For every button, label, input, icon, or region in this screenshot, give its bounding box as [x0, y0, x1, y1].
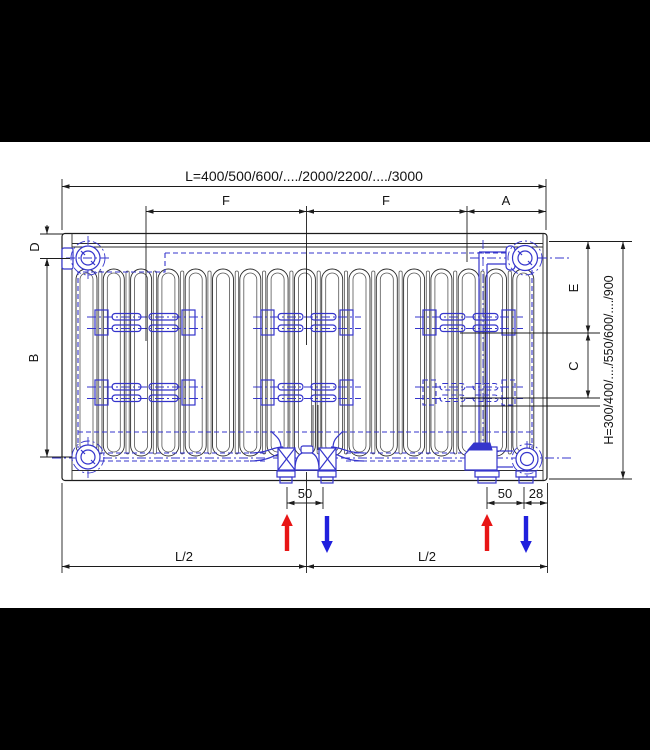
fin [239, 268, 262, 457]
hidden-back-panel-outline [77, 252, 533, 462]
pipe-stub [320, 476, 334, 484]
dimension-lines [44, 184, 626, 569]
pipe-stub [279, 476, 293, 484]
thermostatic-valve-icon [478, 240, 543, 448]
dim-50-right-label: 50 [498, 486, 512, 501]
fin [184, 268, 207, 457]
convector-end-bracket [94, 309, 109, 336]
dim-b-label: B [26, 354, 41, 363]
convector-end-bracket [422, 309, 437, 336]
supply-arrow-icon [481, 514, 493, 551]
flow-arrows [281, 514, 532, 553]
fin-slot [125, 270, 130, 455]
pipe-stub [518, 476, 534, 484]
dim-half-length-right-label: L/2 [418, 549, 436, 564]
dim-half-length-left-label: L/2 [175, 549, 193, 564]
fin [430, 268, 453, 457]
fin-inner-line [216, 272, 230, 453]
dim-f-right-label: F [382, 193, 390, 208]
return-arrow-icon [321, 516, 333, 553]
center-pipe-lines [312, 405, 319, 450]
supply-arrow-icon [281, 514, 293, 551]
dim-a-label: A [502, 193, 511, 208]
convector-end-bracket [260, 379, 275, 406]
pipe-connection-stubs [276, 470, 537, 484]
fin-inner-line [188, 272, 203, 453]
convector-end-bracket [339, 379, 354, 406]
convector-end-bracket [422, 379, 437, 406]
fin-slot [507, 270, 512, 455]
fin [375, 268, 398, 457]
fin [348, 268, 371, 457]
fin-inner-line [379, 272, 394, 453]
dim-d-label: D [27, 242, 42, 251]
convector-plate-brackets [87, 309, 523, 406]
fin-inner-line [161, 272, 176, 453]
fin-inner-line [407, 272, 422, 453]
dimension-extension-lines [40, 179, 632, 573]
center-manifold-icon [249, 430, 365, 471]
fin-slot [425, 270, 430, 455]
fin-slot [453, 270, 458, 455]
fin [403, 268, 426, 457]
fin-slot [262, 270, 267, 455]
dim-length-label: L=400/500/600/..../2000/2200/..../3000 [185, 168, 423, 184]
fin-slot [343, 270, 348, 455]
fin-slot [180, 270, 185, 455]
convector-end-bracket [181, 309, 196, 336]
fin-inner-line [106, 272, 121, 453]
fin-slot [371, 270, 376, 455]
dim-50-center-label: 50 [298, 486, 312, 501]
fin-slot [398, 270, 403, 455]
dim-c-label: C [566, 361, 581, 370]
fin [130, 268, 153, 457]
fin-slot [207, 270, 212, 455]
bottom-valve-block-icon [464, 442, 543, 475]
return-arrow-icon [520, 516, 532, 553]
bottom-left-plug-icon [71, 440, 105, 474]
convector-end-bracket [501, 309, 516, 336]
fin-inner-line [243, 272, 258, 453]
air-vent-plug-icon [61, 240, 112, 276]
dim-28-label: 28 [529, 486, 543, 501]
pipe-stub [477, 476, 497, 484]
convector-end-bracket [260, 309, 275, 336]
convector-end-bracket [501, 379, 516, 406]
convector-end-bracket [181, 379, 196, 406]
fin-slot [98, 270, 103, 455]
fin [157, 268, 180, 457]
convector-end-bracket [94, 379, 109, 406]
convector-end-bracket [339, 309, 354, 336]
fin [102, 268, 125, 457]
fin-inner-line [134, 272, 149, 453]
fin-inner-line [352, 272, 367, 453]
fin-slot [152, 270, 157, 455]
dim-e-label: E [566, 283, 581, 292]
dim-height-label: H=300/400/..../550/600/..../900 [602, 275, 616, 444]
fin [212, 268, 234, 457]
fin-inner-line [434, 272, 449, 453]
dim-f-left-label: F [222, 193, 230, 208]
dimension-labels: L=400/500/600/..../2000/2200/..../3000 F… [26, 168, 616, 564]
fin-slot [234, 270, 239, 455]
